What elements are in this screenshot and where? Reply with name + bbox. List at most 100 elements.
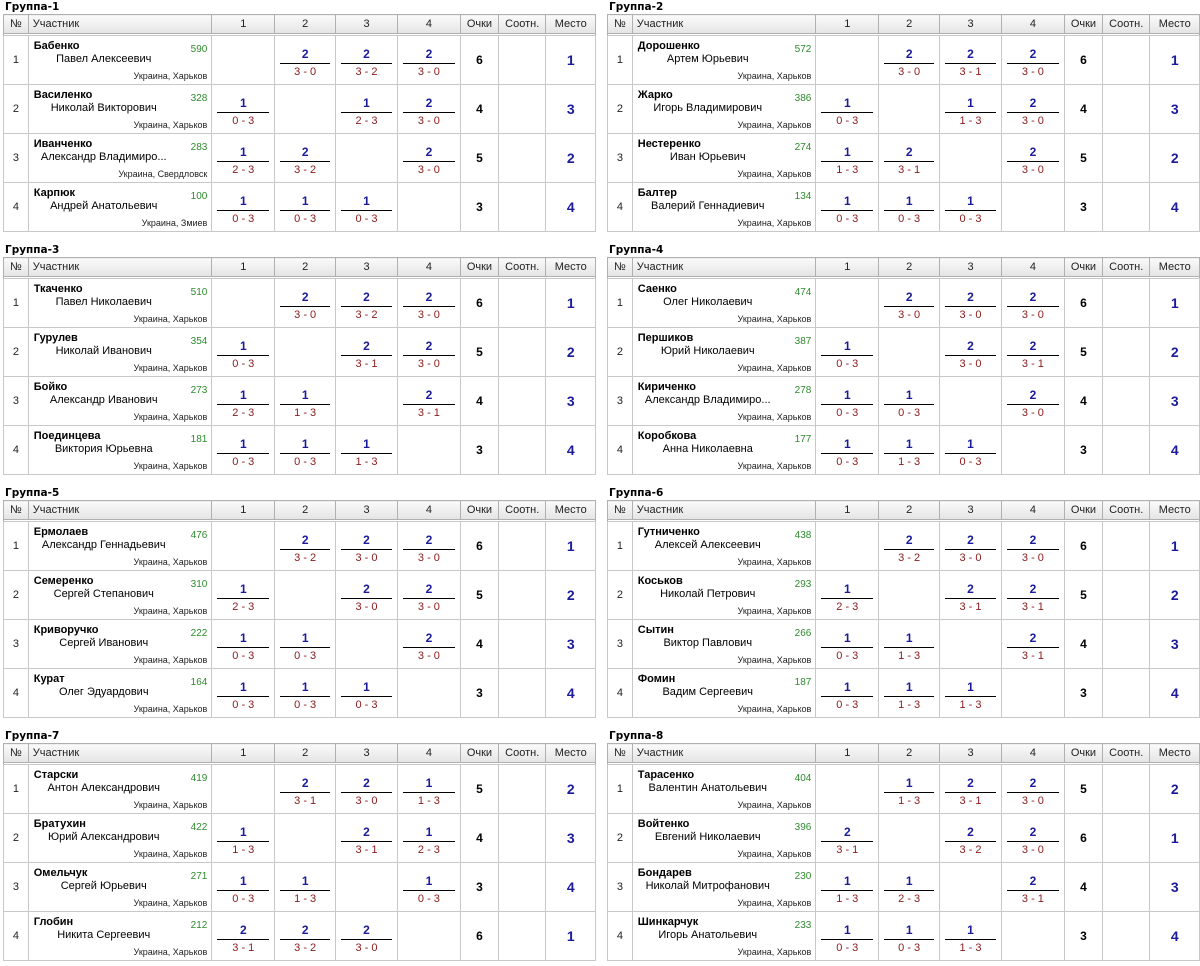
header-participant[interactable]: Участник	[27, 500, 213, 520]
match-result-cell[interactable]: 1 0 - 3	[274, 425, 337, 475]
match-result-cell[interactable]: 2 3 - 0	[1000, 813, 1065, 863]
match-result-cell[interactable]: 2 3 - 0	[396, 570, 461, 620]
match-result-cell[interactable]: 1 2 - 3	[878, 862, 941, 912]
match-result-cell[interactable]: 1 1 - 3	[335, 425, 398, 475]
participant-surname[interactable]: Иванченко	[33, 138, 93, 150]
header-col-2[interactable]: 2	[274, 500, 337, 520]
header-col-3[interactable]: 3	[335, 743, 398, 763]
header-col-4[interactable]: 4	[1000, 743, 1065, 763]
header-col-2[interactable]: 2	[274, 257, 337, 277]
participant-cell[interactable]: Ермолаев 476 Александр Геннадьевич Украина,…	[27, 521, 213, 571]
participant-surname[interactable]: Курат	[33, 673, 65, 685]
match-result-cell[interactable]: 2 3 - 0	[335, 570, 398, 620]
match-result-cell[interactable]: 2 3 - 0	[1000, 278, 1065, 328]
match-result-cell[interactable]: 1 0 - 3	[878, 376, 941, 426]
header-col-1[interactable]: 1	[815, 500, 880, 520]
participant-surname[interactable]: Глобин	[33, 916, 74, 928]
match-result-cell[interactable]: 2 3 - 1	[1000, 619, 1065, 669]
match-result-cell[interactable]: 2 3 - 0	[1000, 84, 1065, 134]
header-participant[interactable]: Участник	[27, 14, 213, 34]
participant-cell[interactable]: Семеренко 310 Сергей Степанович Украина, Ха…	[27, 570, 213, 620]
match-result-cell[interactable]: 2 3 - 1	[335, 327, 398, 377]
participant-cell[interactable]: Нестеренко 274 Иван Юрьевич Украина, Харько…	[631, 133, 817, 183]
header-num[interactable]: №	[607, 257, 633, 277]
participant-surname[interactable]: Братухин	[33, 818, 86, 830]
header-place[interactable]: Место	[545, 743, 596, 763]
match-result-cell[interactable]: 2 3 - 1	[815, 813, 880, 863]
participant-surname[interactable]: Омельчук	[33, 867, 88, 879]
participant-surname[interactable]: Бойко	[33, 381, 68, 393]
participant-surname[interactable]: Криворучко	[33, 624, 99, 636]
match-result-cell[interactable]: 1 0 - 3	[335, 668, 398, 718]
match-result-cell[interactable]: 2 3 - 2	[274, 911, 337, 961]
participant-surname[interactable]: Ермолаев	[33, 526, 89, 538]
match-result-cell[interactable]: 1 2 - 3	[211, 133, 276, 183]
participant-surname[interactable]: Бабенко	[33, 40, 80, 52]
header-ratio[interactable]: Соотн.	[498, 500, 547, 520]
match-result-cell[interactable]: 2 3 - 1	[1000, 862, 1065, 912]
participant-surname[interactable]: Семеренко	[33, 575, 94, 587]
match-result-cell[interactable]: 2 3 - 1	[939, 35, 1002, 85]
match-result-cell[interactable]: 2 3 - 2	[335, 35, 398, 85]
participant-surname[interactable]: Балтер	[637, 187, 677, 199]
match-result-cell[interactable]: 1 0 - 3	[211, 425, 276, 475]
match-result-cell[interactable]: 1 0 - 3	[211, 327, 276, 377]
participant-surname[interactable]: Нестеренко	[637, 138, 701, 150]
match-result-cell[interactable]: 2 3 - 0	[396, 278, 461, 328]
header-num[interactable]: №	[607, 14, 633, 34]
header-col-1[interactable]: 1	[815, 257, 880, 277]
header-num[interactable]: №	[3, 743, 29, 763]
match-result-cell[interactable]: 2 3 - 0	[939, 327, 1002, 377]
match-result-cell[interactable]: 1 1 - 3	[878, 764, 941, 814]
match-result-cell[interactable]: 1 0 - 3	[815, 376, 880, 426]
participant-cell[interactable]: Войтенко 396 Евгений Николаевич Украина, Ха…	[631, 813, 817, 863]
header-col-4[interactable]: 4	[1000, 257, 1065, 277]
participant-cell[interactable]: Старски 419 Антон Александрович Украина, Ха…	[27, 764, 213, 814]
header-participant[interactable]: Участник	[631, 14, 817, 34]
participant-surname[interactable]: Старски	[33, 769, 79, 781]
header-ratio[interactable]: Соотн.	[498, 14, 547, 34]
match-result-cell[interactable]: 2 3 - 0	[1000, 133, 1065, 183]
match-result-cell[interactable]: 1 0 - 3	[274, 619, 337, 669]
participant-surname[interactable]: Тарасенко	[637, 769, 695, 781]
match-result-cell[interactable]: 2 3 - 0	[274, 278, 337, 328]
participant-cell[interactable]: Саенко 474 Олег Николаевич Украина, Харьков	[631, 278, 817, 328]
match-result-cell[interactable]: 2 3 - 0	[1000, 521, 1065, 571]
header-col-1[interactable]: 1	[211, 500, 276, 520]
header-col-4[interactable]: 4	[396, 743, 461, 763]
header-points[interactable]: Очки	[1063, 257, 1104, 277]
match-result-cell[interactable]: 1 0 - 3	[878, 911, 941, 961]
header-points[interactable]: Очки	[1063, 500, 1104, 520]
header-col-2[interactable]: 2	[878, 257, 941, 277]
header-ratio[interactable]: Соотн.	[1102, 257, 1151, 277]
match-result-cell[interactable]: 1 0 - 3	[939, 425, 1002, 475]
header-num[interactable]: №	[3, 257, 29, 277]
match-result-cell[interactable]: 1 2 - 3	[396, 813, 461, 863]
header-ratio[interactable]: Соотн.	[498, 743, 547, 763]
header-place[interactable]: Место	[1149, 257, 1200, 277]
match-result-cell[interactable]: 1 1 - 3	[939, 668, 1002, 718]
header-ratio[interactable]: Соотн.	[498, 257, 547, 277]
match-result-cell[interactable]: 1 1 - 3	[211, 813, 276, 863]
match-result-cell[interactable]: 2 3 - 1	[1000, 327, 1065, 377]
participant-cell[interactable]: Братухин 422 Юрий Александрович Украина, Ха…	[27, 813, 213, 863]
header-place[interactable]: Место	[1149, 500, 1200, 520]
match-result-cell[interactable]: 1 0 - 3	[396, 862, 461, 912]
match-result-cell[interactable]: 2 3 - 0	[396, 84, 461, 134]
participant-surname[interactable]: Поединцева	[33, 430, 101, 442]
participant-cell[interactable]: Коськов 293 Николай Петрович Украина, Харьк…	[631, 570, 817, 620]
match-result-cell[interactable]: 2 3 - 2	[274, 521, 337, 571]
match-result-cell[interactable]: 1 0 - 3	[274, 182, 337, 232]
match-result-cell[interactable]: 2 3 - 0	[335, 911, 398, 961]
match-result-cell[interactable]: 2 3 - 2	[878, 521, 941, 571]
match-result-cell[interactable]: 1 1 - 3	[396, 764, 461, 814]
participant-surname[interactable]: Василенко	[33, 89, 93, 101]
header-points[interactable]: Очки	[1063, 14, 1104, 34]
participant-cell[interactable]: Шинкарчук 233 Игорь Анатольевич Украина, Ха…	[631, 911, 817, 961]
match-result-cell[interactable]: 2 3 - 1	[335, 813, 398, 863]
match-result-cell[interactable]: 1 1 - 3	[274, 862, 337, 912]
participant-surname[interactable]: Кириченко	[637, 381, 696, 393]
participant-surname[interactable]: Дорошенко	[637, 40, 700, 52]
header-participant[interactable]: Участник	[631, 743, 817, 763]
header-ratio[interactable]: Соотн.	[1102, 743, 1151, 763]
